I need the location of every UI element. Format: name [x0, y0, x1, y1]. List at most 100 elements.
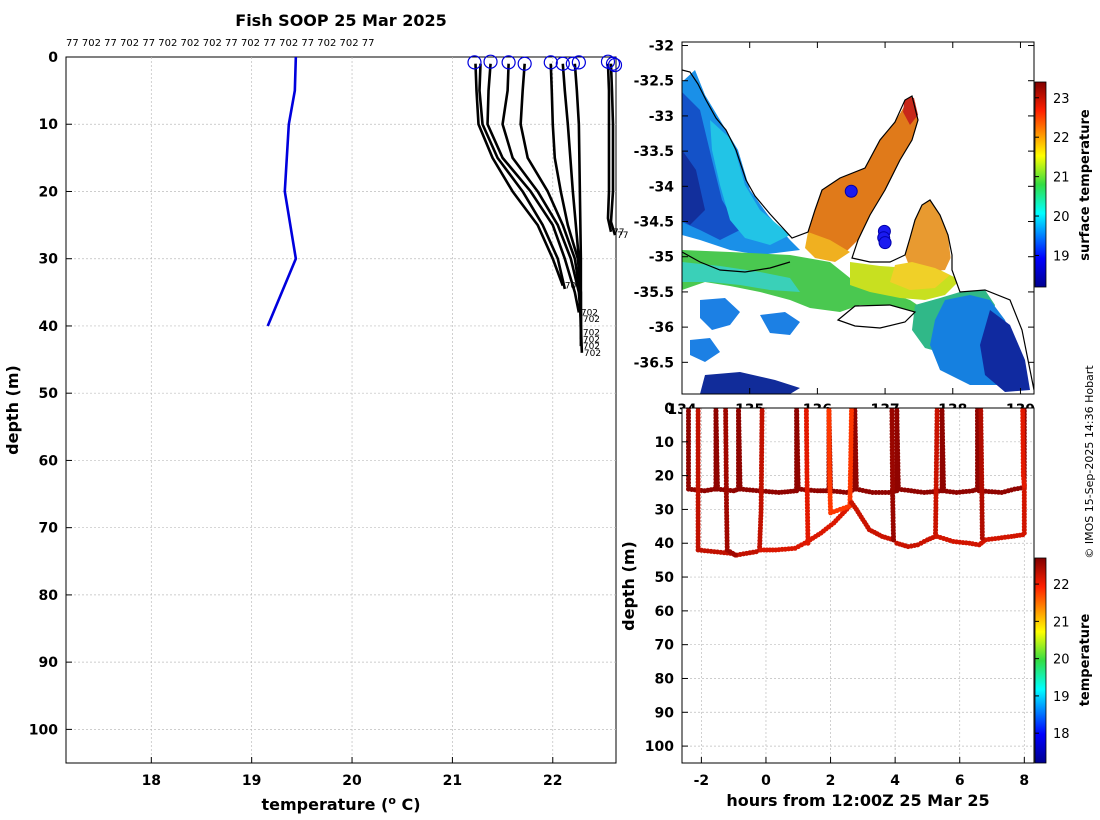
profile-start-marker	[607, 57, 623, 73]
dives-panel: -2 0 2 4 6 8 0 10 20 30 40 50 60 70 80 90 100 hours fro…	[619, 401, 1093, 810]
profiles-x-label: temperature (o C)	[261, 794, 420, 814]
colorbar-tick-label: 22	[1053, 131, 1070, 146]
dive-sample-point	[891, 537, 897, 543]
x-tick-label: 18	[142, 773, 161, 789]
map-y-tick-label: -32.5	[634, 74, 674, 90]
profile-line	[519, 63, 583, 333]
y-tick-label: 20	[39, 184, 59, 200]
profile-end-label: 702	[581, 309, 598, 319]
map-colorbar-ticks: 19 20 21 22 23	[1035, 92, 1070, 264]
map-y-tick-label: -32	[649, 39, 674, 55]
reference-profile	[266, 56, 298, 327]
map-y-tick-label: -35	[649, 250, 674, 266]
sst-st-vincent-gulf	[905, 200, 952, 272]
y-tick-label: 70	[655, 638, 675, 654]
credit-text: © IMOS 15-Sep-2025 14:36 Hobart	[1083, 365, 1096, 559]
colorbar-tick-label: 18	[1053, 727, 1070, 742]
x-tick-label: 0	[761, 773, 771, 789]
y-tick-label: 40	[655, 536, 675, 552]
dive-sample-point	[1021, 483, 1027, 489]
y-tick-label: 90	[655, 705, 675, 721]
y-tick-label: 10	[39, 117, 59, 133]
y-tick-label: 80	[39, 588, 59, 604]
sst-central-cyan	[682, 262, 800, 292]
sst-west-inner-cyan	[710, 120, 790, 245]
colorbar-tick-label: 21	[1053, 171, 1070, 186]
y-tick-label: 0	[664, 401, 674, 417]
map-colorbar-label: surface temperature	[1078, 109, 1093, 261]
profile-end-label: 702	[583, 335, 600, 345]
profile-line	[606, 63, 613, 233]
dives-colorbar-label: temperature	[1078, 614, 1093, 707]
profiles-y-ticks: 0 10 20 30 40 50 60 70 80 90 100	[29, 50, 72, 738]
profile-start-marker	[571, 55, 586, 70]
dive-track	[978, 408, 985, 541]
y-tick-label: 30	[39, 252, 59, 268]
sst-south-deep-patches	[700, 372, 800, 394]
sst-south-patches	[690, 298, 800, 362]
profile-start-marker	[501, 55, 516, 70]
sst-field	[682, 55, 1034, 394]
profile-end-label: 702	[584, 349, 601, 359]
x-tick-label: 21	[443, 773, 462, 789]
dives-x-label: hours from 12:00Z 25 Mar 25	[726, 791, 989, 810]
profile-end-label: 702	[565, 282, 582, 292]
y-tick-label: 70	[39, 521, 59, 537]
y-tick-label: 0	[48, 50, 58, 66]
dive-sample-point	[849, 408, 855, 411]
dive-track	[723, 408, 738, 558]
profile-start-marker	[543, 55, 558, 70]
x-tick-label: 4	[890, 773, 900, 789]
dive-track	[1020, 408, 1027, 489]
y-tick-label: 100	[645, 739, 674, 755]
map-y-tick-label: -35.5	[634, 285, 674, 301]
y-tick-label: 60	[655, 604, 675, 620]
x-tick-label: 19	[242, 773, 261, 789]
dive-track	[889, 408, 897, 543]
dive-track	[849, 408, 940, 550]
fish-position-marker	[844, 184, 858, 198]
x-tick-label: -2	[694, 773, 710, 789]
map-panel: -32 -32.5 -33 -33.5 -34 -34.5 -35 -35.5 -36 -36.5…	[634, 39, 1093, 418]
map-y-tick-label: -36	[649, 320, 674, 336]
colorbar-tick-label: 19	[1053, 249, 1070, 264]
y-tick-label: 80	[655, 671, 675, 687]
dive-sample-point	[805, 540, 811, 546]
profile-start-markers	[467, 54, 623, 73]
y-tick-label: 30	[655, 502, 675, 518]
profile-line	[609, 63, 617, 236]
map-y-tick-label: -33.5	[634, 144, 674, 160]
profile-end-label: 702	[583, 342, 600, 352]
dives-axes	[681, 407, 1035, 764]
x-tick-label: 22	[543, 773, 562, 789]
sst-southeast-deep	[980, 310, 1030, 392]
profiles-grid	[66, 57, 616, 763]
dive-tracks	[686, 408, 1027, 558]
profiles-x-ticks: 18 19 20 21 22	[142, 757, 563, 789]
dive-track	[686, 408, 1027, 495]
y-tick-label: 100	[29, 722, 58, 738]
profile-start-marker	[565, 56, 580, 71]
y-tick-label: 50	[655, 570, 675, 586]
sst-spencer-head	[903, 95, 918, 125]
map-y-tick-label: -34	[649, 179, 675, 195]
profile-start-marker	[483, 54, 498, 69]
dive-sample-point	[979, 535, 985, 541]
profile-start-marker	[517, 56, 532, 71]
sst-spencer-gulf	[808, 102, 918, 258]
map-y-tick-label: -33	[649, 109, 674, 125]
sst-spencer-mouth	[805, 232, 850, 262]
profile-end-label: 77	[613, 228, 624, 238]
dives-x-ticks: -2 0 2 4 6 8	[694, 757, 1029, 789]
dive-track	[803, 408, 811, 546]
colorbar-tick-label: 22	[1053, 578, 1070, 593]
colorbar-tick-label: 20	[1053, 210, 1070, 225]
profile-start-marker	[605, 56, 621, 71]
map-y-tick-label: -34.5	[634, 215, 674, 231]
dives-y-label: depth (m)	[619, 541, 638, 631]
profile-line	[573, 63, 584, 353]
land-eyre-peninsula	[700, 55, 915, 240]
